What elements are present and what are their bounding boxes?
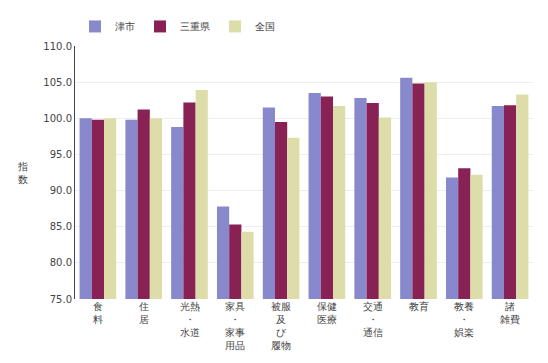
svg-text:75.0: 75.0	[50, 294, 72, 305]
svg-text:105.0: 105.0	[43, 77, 72, 88]
svg-text:津市: 津市	[115, 21, 135, 32]
svg-text:被服及び履物: 被服及び履物	[271, 301, 291, 351]
svg-text:80.0: 80.0	[50, 257, 72, 268]
svg-text:100.0: 100.0	[43, 113, 72, 124]
svg-text:教育: 教育	[409, 301, 429, 312]
svg-text:90.0: 90.0	[50, 185, 72, 196]
svg-text:光熱・水道: 光熱・水道	[180, 301, 200, 338]
svg-text:食料: 食料	[93, 301, 103, 325]
svg-text:110.0: 110.0	[43, 41, 72, 52]
svg-text:交通・通信: 交通・通信	[363, 301, 383, 338]
svg-text:指数: 指数	[17, 161, 28, 185]
svg-text:95.0: 95.0	[50, 149, 72, 160]
svg-text:全国: 全国	[255, 21, 275, 32]
svg-text:三重県: 三重県	[180, 21, 210, 32]
svg-text:諸雑費: 諸雑費	[500, 301, 520, 325]
svg-text:教養・娯楽: 教養・娯楽	[454, 301, 474, 338]
svg-text:保健医療: 保健医療	[317, 301, 337, 325]
svg-text:家具・家事用品: 家具・家事用品	[225, 301, 245, 351]
svg-text:85.0: 85.0	[50, 221, 72, 232]
svg-text:住居: 住居	[139, 301, 149, 325]
